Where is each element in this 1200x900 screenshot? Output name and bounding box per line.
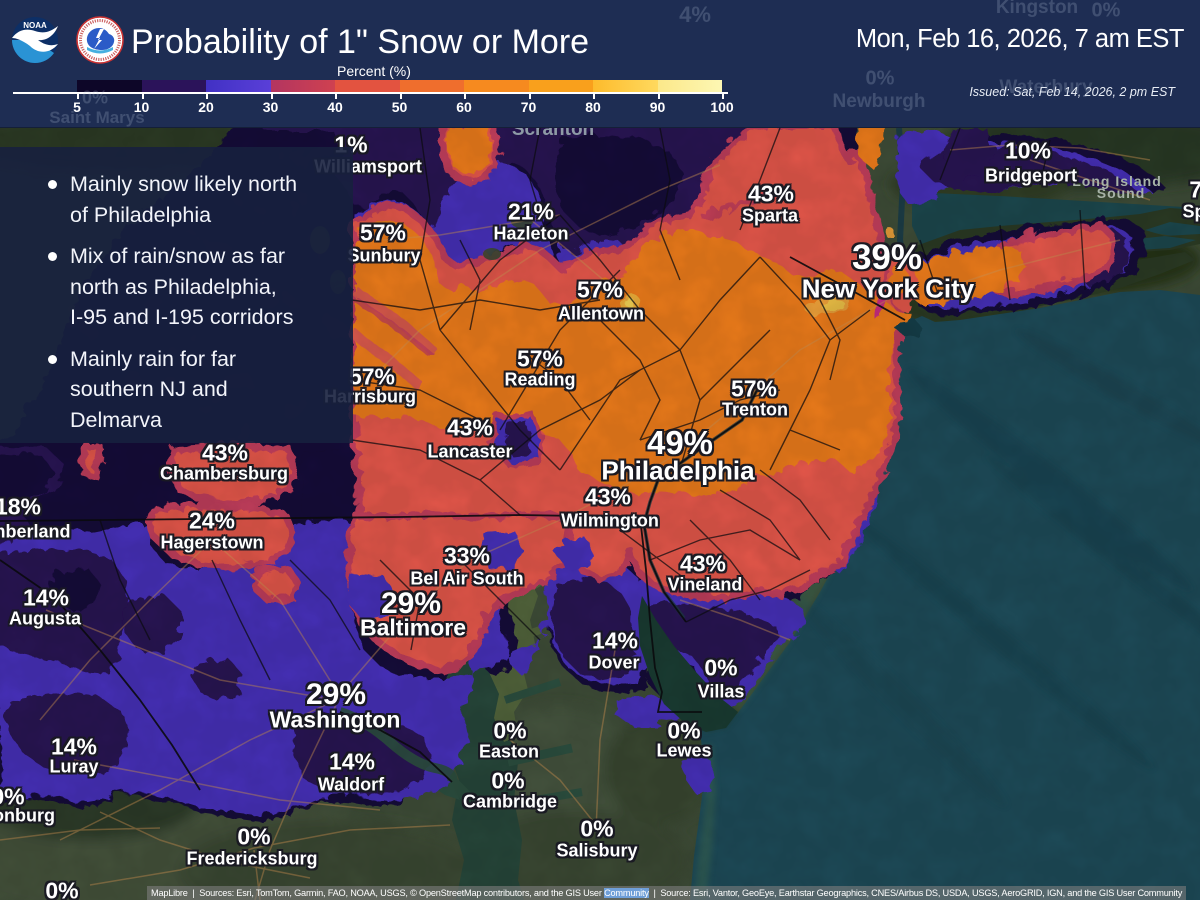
svg-text:NOAA: NOAA: [23, 21, 47, 30]
